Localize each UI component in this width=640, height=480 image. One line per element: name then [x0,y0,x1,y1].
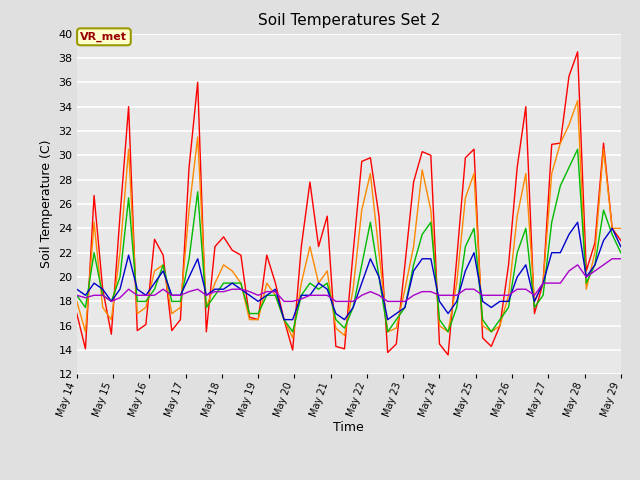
Tsoil -4cm [427,207,435,213]
Tsoil -4cm [617,226,625,231]
Tsoil -4cm [574,97,582,103]
Tsoil -32cm [349,299,357,304]
X-axis label: Time: Time [333,421,364,434]
Tsoil -4cm [73,299,81,304]
Tsoil -2cm [340,346,348,352]
Tsoil -8cm [306,280,314,286]
Tsoil -32cm [150,292,158,298]
Tsoil -4cm [289,335,296,341]
Line: Tsoil -32cm: Tsoil -32cm [77,259,621,301]
Text: VR_met: VR_met [81,32,127,42]
Tsoil -16cm [574,219,582,225]
Tsoil -16cm [384,317,392,323]
Tsoil -2cm [298,244,305,250]
Tsoil -32cm [436,292,444,298]
Tsoil -4cm [142,305,150,311]
Tsoil -8cm [436,317,444,323]
Tsoil -4cm [306,244,314,250]
Tsoil -8cm [384,329,392,335]
Tsoil -2cm [142,322,150,327]
Tsoil -32cm [427,289,435,295]
Tsoil -8cm [73,292,81,298]
Tsoil -4cm [436,323,444,329]
Tsoil -32cm [384,299,392,304]
Line: Tsoil -2cm: Tsoil -2cm [77,52,621,355]
Tsoil -4cm [384,329,392,335]
Tsoil -32cm [108,299,115,304]
Tsoil -32cm [73,292,81,298]
Tsoil -8cm [289,329,296,335]
Tsoil -8cm [574,146,582,152]
Line: Tsoil -8cm: Tsoil -8cm [77,149,621,332]
Tsoil -16cm [306,292,314,298]
Tsoil -16cm [349,305,357,311]
Title: Soil Temperatures Set 2: Soil Temperatures Set 2 [258,13,440,28]
Tsoil -32cm [306,292,314,298]
Tsoil -16cm [436,299,444,304]
Tsoil -2cm [419,149,426,155]
Tsoil -32cm [609,256,616,262]
Tsoil -16cm [142,292,150,298]
Tsoil -2cm [444,352,452,358]
Tsoil -32cm [617,256,625,262]
Tsoil -16cm [280,317,288,323]
Tsoil -8cm [427,219,435,225]
Tsoil -2cm [574,49,582,55]
Tsoil -2cm [375,213,383,219]
Tsoil -2cm [617,238,625,243]
Tsoil -8cm [349,305,357,311]
Tsoil -16cm [617,244,625,250]
Tsoil -2cm [427,153,435,158]
Y-axis label: Soil Temperature (C): Soil Temperature (C) [40,140,53,268]
Tsoil -8cm [142,299,150,304]
Tsoil -16cm [73,286,81,292]
Line: Tsoil -4cm: Tsoil -4cm [77,100,621,338]
Tsoil -4cm [349,286,357,292]
Tsoil -16cm [427,256,435,262]
Tsoil -8cm [617,250,625,255]
Tsoil -2cm [73,311,81,316]
Line: Tsoil -16cm: Tsoil -16cm [77,222,621,320]
